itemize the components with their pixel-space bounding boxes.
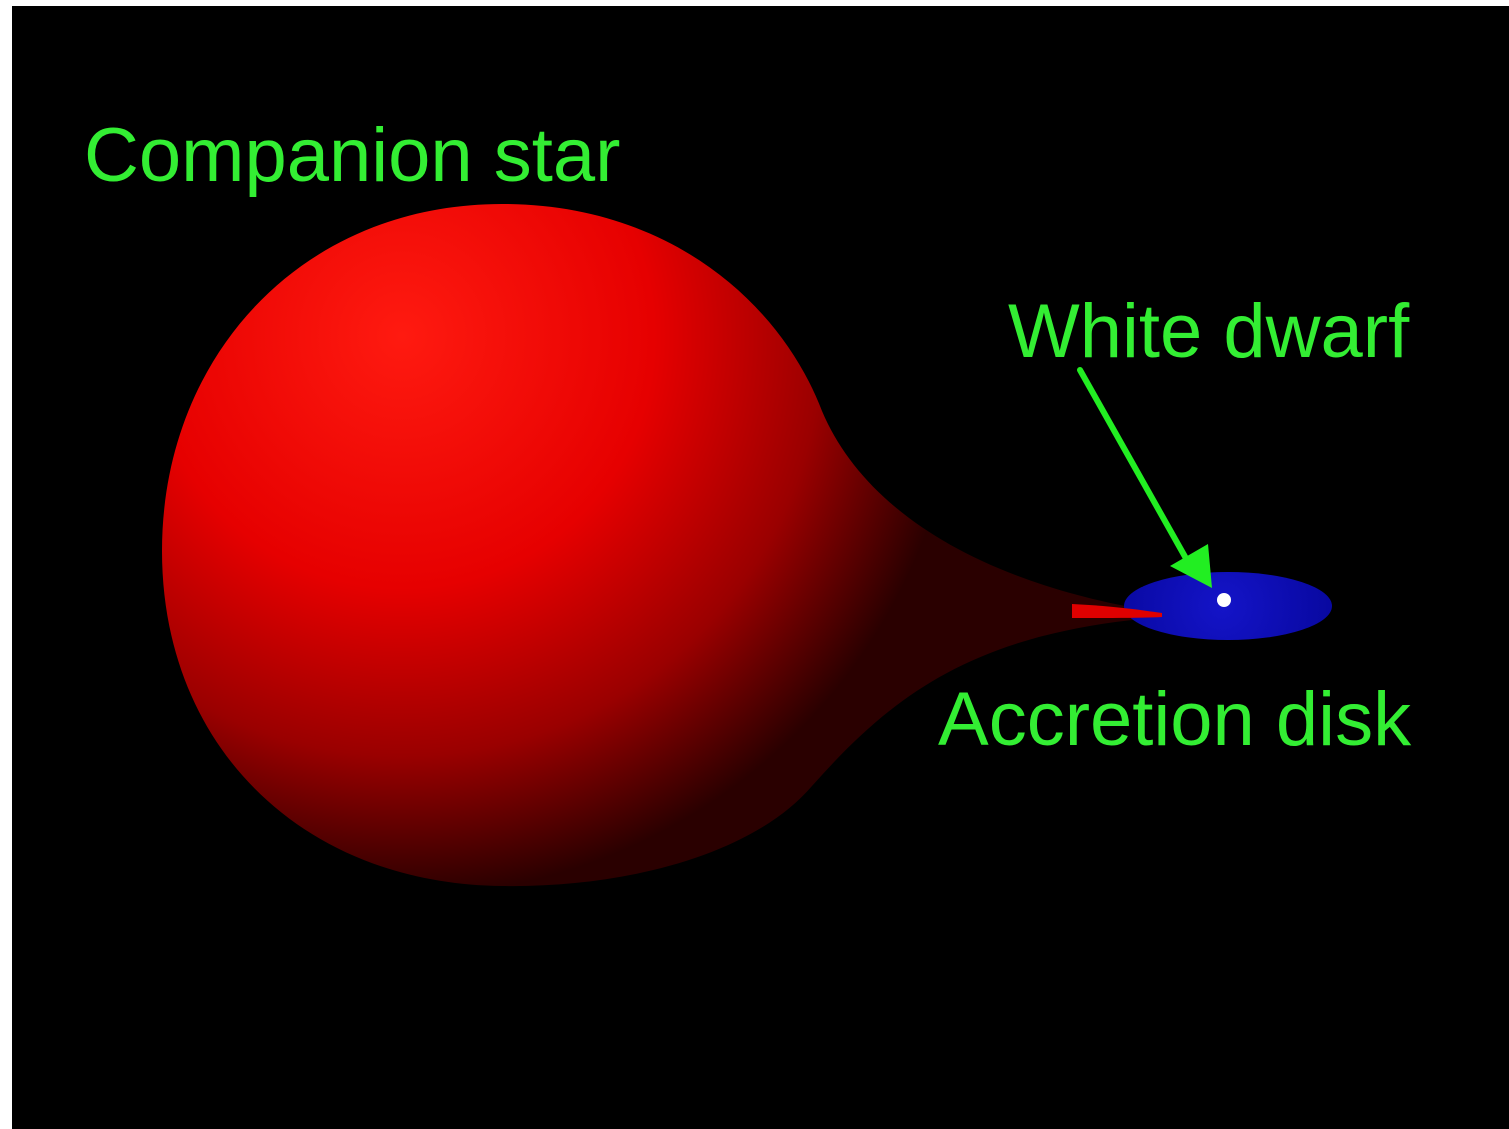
accretion-disk-label: Accretion disk [938, 677, 1412, 762]
white-dwarf-label: White dwarf [1008, 289, 1410, 374]
mass-transfer-stream [1072, 604, 1162, 618]
diagram-frame: Companion star White dwarf Accretion dis… [12, 6, 1509, 1129]
accretion-disk [1124, 572, 1332, 640]
companion-star [162, 204, 1152, 887]
white-dwarf-arrow [1077, 367, 1212, 588]
companion-star-label: Companion star [84, 113, 621, 198]
binary-system-illustration [162, 204, 1332, 887]
white-dwarf [1217, 593, 1231, 607]
